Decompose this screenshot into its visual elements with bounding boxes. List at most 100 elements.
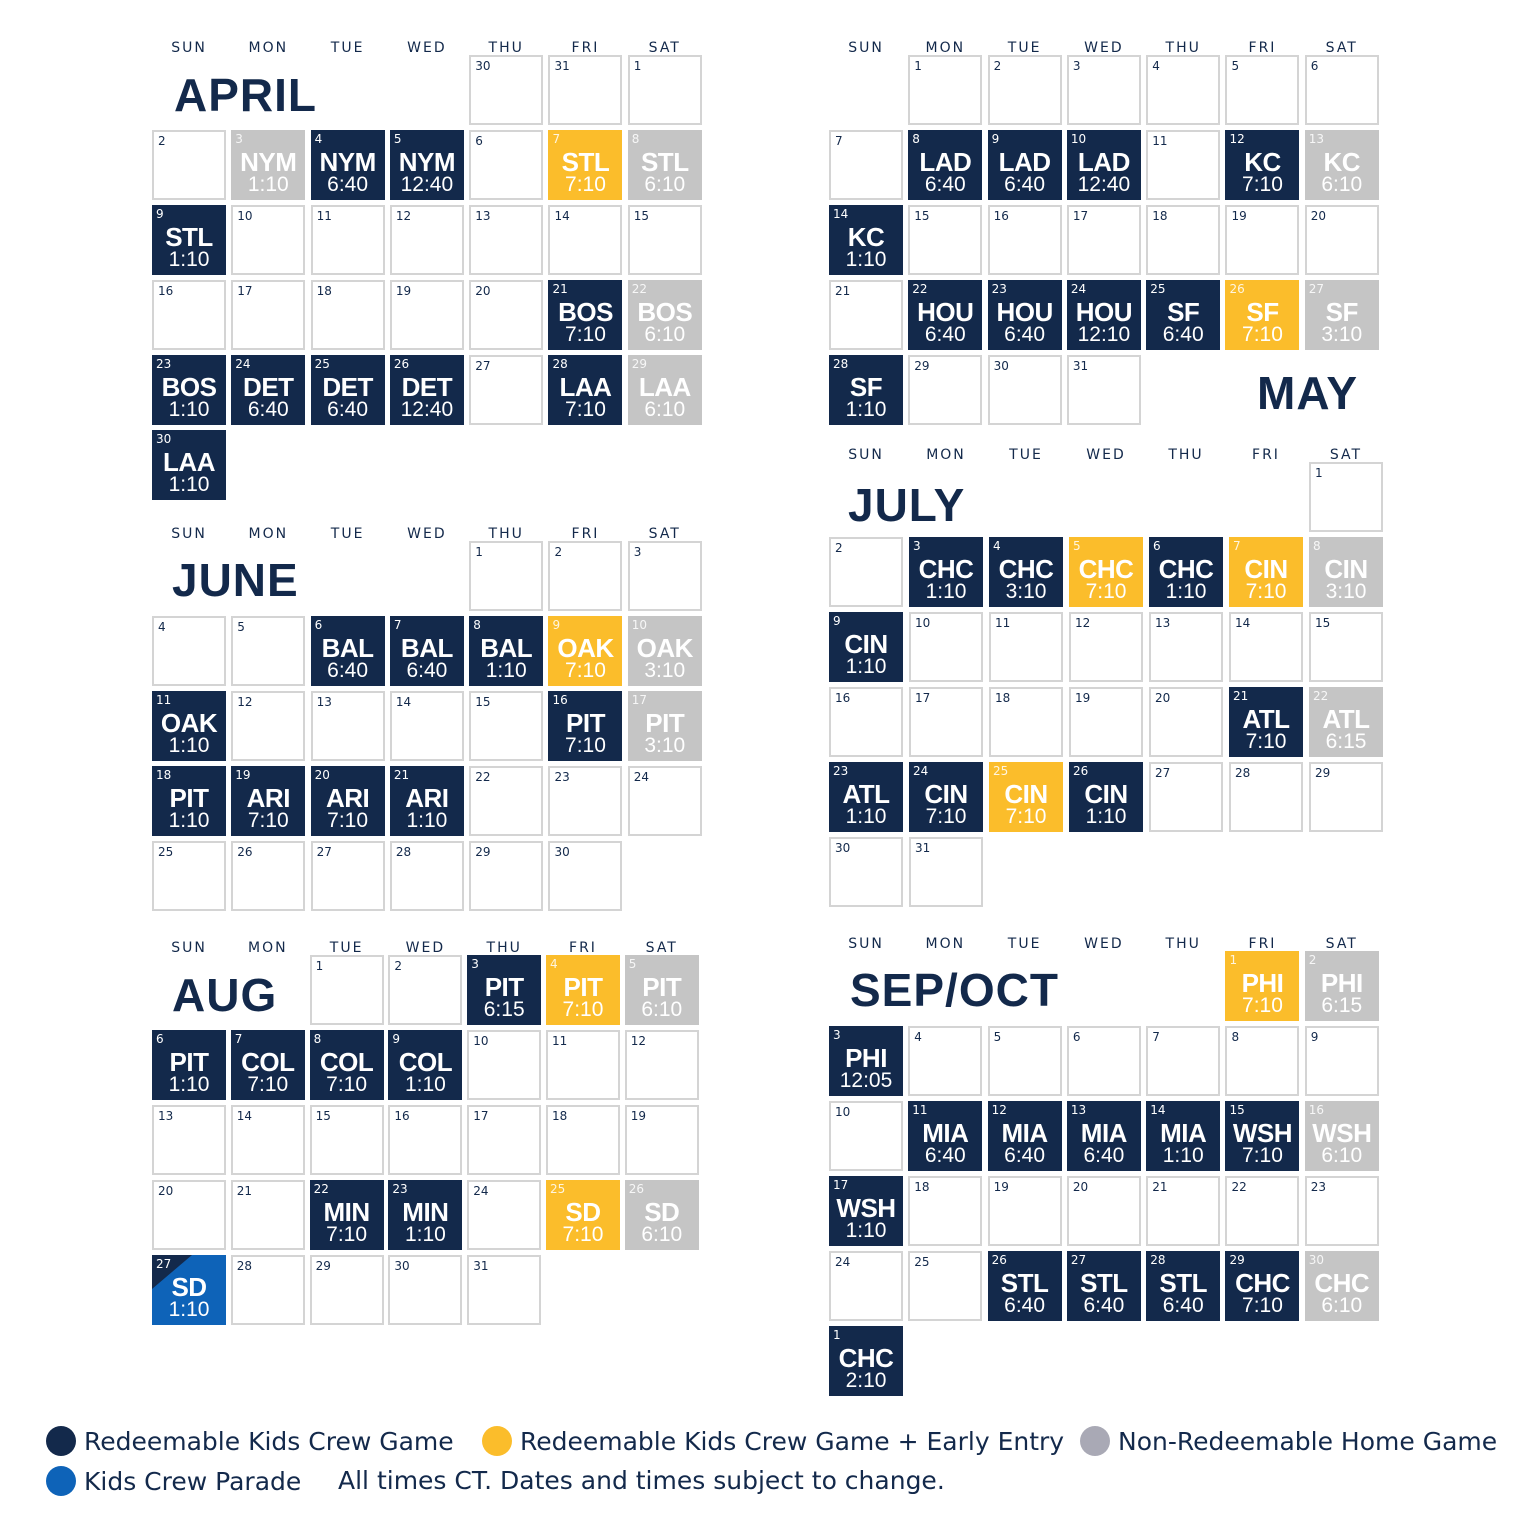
game-day-cell[interactable]: 5 NYM 12:40 [389, 130, 464, 200]
game-day-cell[interactable]: 27 SD 1:10 [152, 1255, 226, 1325]
game-day-cell[interactable]: 26 STL 6:40 [987, 1251, 1062, 1321]
game-day-cell[interactable]: 8 COL 7:10 [309, 1030, 384, 1100]
calendar-june: SUN MON TUE WED THU FRI SAT 1 2 3 4 5 6 BAL 6:40 7 BAL 6:… [152, 526, 702, 911]
game-day-cell[interactable]: 3 PHI 12:05 [829, 1026, 903, 1096]
blank-cell [390, 430, 464, 500]
game-day-cell[interactable]: 4 NYM 6:40 [310, 130, 385, 200]
blank-cell [311, 55, 385, 125]
game-day-cell[interactable]: 16 PIT 7:10 [548, 691, 623, 761]
game-day-cell[interactable]: 8 STL 6:10 [627, 130, 702, 200]
game-day-cell[interactable]: 11 MIA 6:40 [908, 1101, 983, 1171]
game-day-cell[interactable]: 22 BOS 6:10 [627, 280, 702, 350]
game-day-cell[interactable]: 7 BAL 6:40 [389, 616, 464, 686]
game-day-cell[interactable]: 12 MIA 6:40 [987, 1101, 1062, 1171]
game-day-cell[interactable]: 25 CIN 7:10 [989, 762, 1063, 832]
game-day-cell[interactable]: 14 MIA 1:10 [1146, 1101, 1221, 1171]
game-time: 1:10 [247, 173, 289, 196]
game-day-cell[interactable]: 15 WSH 7:10 [1225, 1101, 1300, 1171]
game-day-cell[interactable]: 25 SF 6:40 [1146, 280, 1221, 350]
game-day-cell[interactable]: 5 PIT 6:10 [624, 955, 699, 1025]
blank-cell [1146, 1326, 1220, 1396]
opponent: BAL [321, 633, 374, 663]
game-day-cell[interactable]: 13 MIA 6:40 [1066, 1101, 1141, 1171]
game-day-cell[interactable]: 21 ARI 1:10 [389, 766, 464, 836]
game-day-cell[interactable]: 24 CIN 7:10 [909, 762, 983, 832]
game-day-cell[interactable]: 10 OAK 3:10 [627, 616, 702, 686]
game-day-cell[interactable]: 28 SF 1:10 [829, 355, 903, 425]
opponent: STL [165, 222, 213, 252]
game-day-cell[interactable]: 12 KC 7:10 [1225, 130, 1300, 200]
game-day-cell[interactable]: 30 CHC 6:10 [1304, 1251, 1379, 1321]
game-day-cell[interactable]: 29 LAA 6:10 [627, 355, 702, 425]
game-day-cell[interactable]: 27 STL 6:40 [1066, 1251, 1141, 1321]
game-day-cell[interactable]: 22 ATL 6:15 [1309, 687, 1383, 757]
game-day-cell[interactable]: 17 WSH 1:10 [829, 1176, 903, 1246]
game-day-cell[interactable]: 3 NYM 1:10 [231, 130, 306, 200]
game-day-cell[interactable]: 22 MIN 7:10 [309, 1180, 384, 1250]
game-day-cell[interactable]: 23 MIN 1:10 [388, 1180, 463, 1250]
game-day-cell[interactable]: 26 CIN 1:10 [1069, 762, 1143, 832]
game-day-cell[interactable]: 23 BOS 1:10 [152, 355, 226, 425]
game-time: 7:10 [247, 1073, 289, 1096]
game-day-cell[interactable]: 29 CHC 7:10 [1225, 1251, 1300, 1321]
weekday-label: TUE [330, 40, 365, 56]
game-day-cell[interactable]: 6 CHC 1:10 [1149, 537, 1223, 607]
game-day-cell[interactable]: 6 BAL 6:40 [310, 616, 385, 686]
day-cell: 17 [231, 280, 306, 350]
day-number: 10 [835, 1105, 851, 1119]
game-day-cell[interactable]: 7 STL 7:10 [548, 130, 623, 200]
game-day-cell[interactable]: 9 LAD 6:40 [987, 130, 1062, 200]
day-cell: 1 [908, 55, 983, 125]
game-day-cell[interactable]: 18 PIT 1:10 [152, 766, 226, 836]
game-day-cell[interactable]: 5 CHC 7:10 [1069, 537, 1143, 607]
game-day-cell[interactable]: 20 ARI 7:10 [310, 766, 385, 836]
day-number: 10 [915, 616, 931, 630]
game-day-cell[interactable]: 28 LAA 7:10 [548, 355, 623, 425]
month-grid: 30 31 1 2 3 NYM 1:10 4 NYM 6:40 5 NYM 12:40 6 7 STL 7:10… [152, 55, 702, 500]
game-day-cell[interactable]: 8 BAL 1:10 [469, 616, 544, 686]
game-day-cell[interactable]: 9 COL 1:10 [388, 1030, 463, 1100]
game-day-cell[interactable]: 16 WSH 6:10 [1304, 1101, 1379, 1171]
game-day-cell[interactable]: 1 PHI 7:10 [1225, 951, 1300, 1021]
game-day-cell[interactable]: 2 PHI 6:15 [1304, 951, 1379, 1021]
blank-cell [908, 1326, 982, 1396]
game-day-cell[interactable]: 1 CHC 2:10 [829, 1326, 903, 1396]
game-day-cell[interactable]: 25 SD 7:10 [545, 1180, 620, 1250]
game-day-cell[interactable]: 6 PIT 1:10 [152, 1030, 226, 1100]
game-day-cell[interactable]: 8 LAD 6:40 [908, 130, 983, 200]
game-day-cell[interactable]: 23 ATL 1:10 [829, 762, 903, 832]
game-day-cell[interactable]: 4 PIT 7:10 [545, 955, 620, 1025]
game-day-cell[interactable]: 24 DET 6:40 [231, 355, 306, 425]
game-day-cell[interactable]: 25 DET 6:40 [310, 355, 385, 425]
game-day-cell[interactable]: 9 STL 1:10 [152, 205, 226, 275]
game-day-cell[interactable]: 27 SF 3:10 [1304, 280, 1379, 350]
game-day-cell[interactable]: 22 HOU 6:40 [908, 280, 983, 350]
game-day-cell[interactable]: 30 LAA 1:10 [152, 430, 226, 500]
day-number: 19 [630, 1109, 647, 1123]
game-day-cell[interactable]: 11 OAK 1:10 [152, 691, 226, 761]
game-day-cell[interactable]: 4 CHC 3:10 [989, 537, 1063, 607]
game-day-cell[interactable]: 9 OAK 7:10 [548, 616, 623, 686]
game-day-cell[interactable]: 14 KC 1:10 [829, 205, 903, 275]
game-day-cell[interactable]: 3 CHC 1:10 [909, 537, 983, 607]
opponent: STL [1159, 1268, 1207, 1298]
game-day-cell[interactable]: 21 BOS 7:10 [548, 280, 623, 350]
game-day-cell[interactable]: 28 STL 6:40 [1146, 1251, 1221, 1321]
game-day-cell[interactable]: 26 SD 6:10 [624, 1180, 699, 1250]
game-time: 1:10 [925, 580, 967, 603]
game-day-cell[interactable]: 13 KC 6:10 [1304, 130, 1379, 200]
game-day-cell[interactable]: 9 CIN 1:10 [829, 612, 903, 682]
game-day-cell[interactable]: 21 ATL 7:10 [1229, 687, 1303, 757]
game-day-cell[interactable]: 26 SF 7:10 [1225, 280, 1300, 350]
game-day-cell[interactable]: 3 PIT 6:15 [467, 955, 542, 1025]
game-day-cell[interactable]: 19 ARI 7:10 [231, 766, 306, 836]
day-number: 30 [554, 845, 570, 859]
game-day-cell[interactable]: 10 LAD 12:40 [1066, 130, 1141, 200]
game-day-cell[interactable]: 7 CIN 7:10 [1229, 537, 1303, 607]
game-day-cell[interactable]: 8 CIN 3:10 [1309, 537, 1383, 607]
game-day-cell[interactable]: 23 HOU 6:40 [987, 280, 1062, 350]
game-day-cell[interactable]: 17 PIT 3:10 [627, 691, 702, 761]
game-day-cell[interactable]: 7 COL 7:10 [230, 1030, 305, 1100]
game-day-cell[interactable]: 24 HOU 12:10 [1066, 280, 1141, 350]
game-day-cell[interactable]: 26 DET 12:40 [389, 355, 464, 425]
